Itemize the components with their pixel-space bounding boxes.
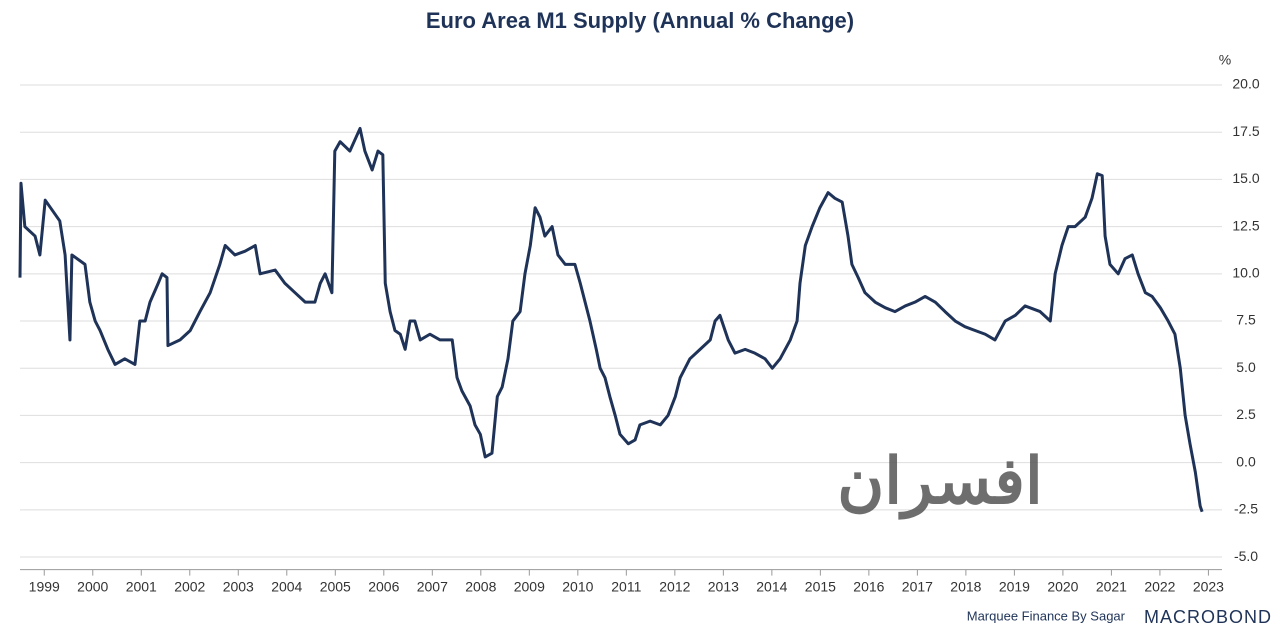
x-tick-label: 2019 [999, 578, 1030, 594]
y-tick-label: -5.0 [1234, 548, 1258, 564]
x-tick-label: 1999 [29, 578, 60, 594]
y-tick-label: 7.5 [1236, 312, 1256, 328]
y-tick-label: 10.0 [1232, 265, 1259, 281]
x-tick-label: 2007 [417, 578, 448, 594]
x-tick-label: 2014 [756, 578, 787, 594]
x-tick-label: 2003 [223, 578, 254, 594]
y-tick-label: 2.5 [1236, 406, 1256, 422]
chart-title: Euro Area M1 Supply (Annual % Change) [426, 8, 854, 33]
x-tick-label: 2004 [271, 578, 302, 594]
x-tick-label: 2022 [1144, 578, 1175, 594]
x-tick-label: 2012 [659, 578, 690, 594]
x-tick-label: 2013 [708, 578, 739, 594]
x-tick-label: 2020 [1047, 578, 1078, 594]
x-tick-label: 2008 [465, 578, 496, 594]
y-tick-label: 12.5 [1232, 217, 1259, 233]
x-tick-label: 2016 [853, 578, 884, 594]
x-tick-label: 2002 [174, 578, 205, 594]
y-tick-label: 0.0 [1236, 453, 1256, 469]
x-tick-label: 2015 [805, 578, 836, 594]
x-tick-label: 2018 [950, 578, 981, 594]
y-unit: % [1219, 52, 1231, 68]
x-tick-label: 2023 [1193, 578, 1224, 594]
y-tick-label: 17.5 [1232, 123, 1259, 139]
x-tick-label: 2006 [368, 578, 399, 594]
watermark: افسران [837, 445, 1043, 520]
x-tick-label: 2005 [320, 578, 351, 594]
data-line [18, 126, 1204, 513]
y-tick-label: 20.0 [1232, 76, 1259, 92]
y-tick-label: 15.0 [1232, 170, 1259, 186]
source: Marquee Finance By Sagar [967, 608, 1126, 623]
x-tick-label: 2010 [562, 578, 593, 594]
brand: MACROBOND [1144, 607, 1272, 627]
y-tick-label: 5.0 [1236, 359, 1256, 375]
x-tick-label: 2017 [902, 578, 933, 594]
y-tick-label: -2.5 [1234, 501, 1258, 517]
x-tick-label: 2011 [611, 578, 641, 594]
x-tick-label: 2009 [514, 578, 545, 594]
x-tick-label: 2021 [1096, 578, 1127, 594]
x-tick-label: 2001 [126, 578, 157, 594]
x-tick-label: 2000 [77, 578, 108, 594]
